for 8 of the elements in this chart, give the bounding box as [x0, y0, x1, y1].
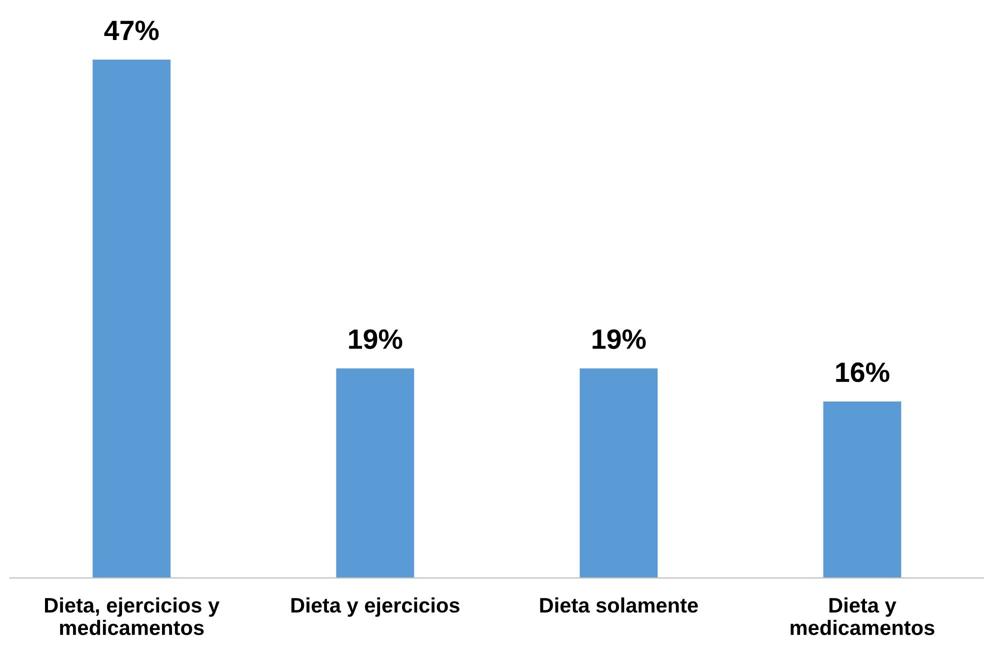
- x-tick-label: Dieta y medicamentos: [790, 597, 934, 636]
- data-label: 19%: [592, 329, 646, 350]
- x-tick-label: Dieta solamente: [540, 597, 698, 613]
- data-label: 16%: [836, 362, 890, 382]
- x-tick-label: Dieta y ejercicios: [291, 597, 460, 617]
- data-label: 47%: [104, 20, 159, 40]
- data-label: 19%: [349, 329, 402, 350]
- x-tick-label: Dieta, ejercicios y medicamentos: [44, 597, 220, 636]
